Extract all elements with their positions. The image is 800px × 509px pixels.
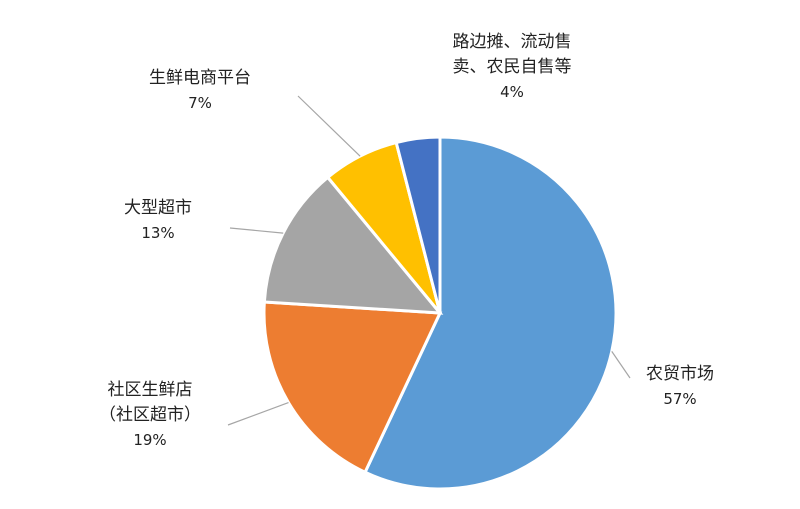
category-name: 路边摊、流动售卖、农民自售等 bbox=[452, 32, 572, 77]
leader-line bbox=[229, 227, 284, 234]
pie-slice bbox=[394, 135, 442, 314]
value-label: 19% bbox=[133, 431, 167, 449]
slice-label: 大型超市 13% bbox=[98, 196, 218, 246]
category-name: 生鲜电商平台 bbox=[149, 68, 251, 88]
leader-line bbox=[297, 95, 361, 157]
slice-label: 农贸市场 57% bbox=[625, 362, 735, 412]
leader-line bbox=[611, 351, 631, 379]
slice-label: 社区生鲜店（社区超市） 19% bbox=[98, 378, 203, 453]
slice-label: 生鲜电商平台 7% bbox=[135, 66, 265, 116]
pie-slice bbox=[363, 135, 618, 491]
value-label: 7% bbox=[188, 94, 212, 112]
category-name: 社区生鲜店（社区超市） bbox=[99, 380, 201, 425]
value-label: 13% bbox=[141, 224, 175, 242]
value-label: 57% bbox=[663, 390, 697, 408]
category-name: 农贸市场 bbox=[646, 364, 714, 384]
category-name: 大型超市 bbox=[124, 198, 192, 218]
value-label: 4% bbox=[500, 83, 524, 101]
leader-line bbox=[227, 402, 289, 426]
slice-label: 路边摊、流动售卖、农民自售等 4% bbox=[450, 30, 575, 105]
